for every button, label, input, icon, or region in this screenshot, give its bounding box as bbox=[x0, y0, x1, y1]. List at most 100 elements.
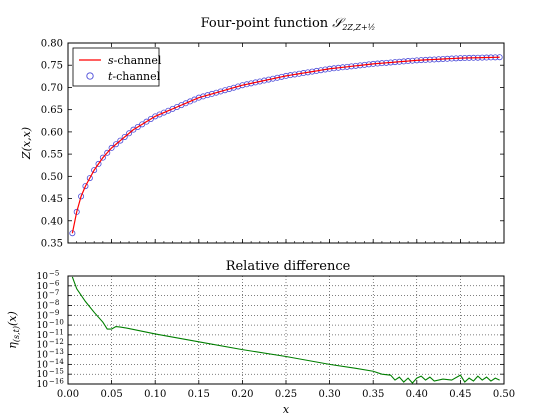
t-channel-marker bbox=[204, 92, 211, 99]
bottom-x-tick-label: 0.30 bbox=[318, 389, 340, 400]
t-channel-marker bbox=[99, 154, 106, 161]
bottom-x-tick-label: 0.05 bbox=[100, 389, 122, 400]
t-channel-marker bbox=[82, 183, 89, 190]
bottom-y-tick-label: 10 bbox=[37, 301, 49, 311]
bottom-chart-title: Relative difference bbox=[226, 259, 351, 274]
t-channel-marker bbox=[121, 133, 128, 140]
bottom-y-tick-label: 10 bbox=[37, 282, 49, 292]
bottom-y-tick-exponent: −7 bbox=[49, 289, 59, 297]
bottom-x-tick-label: 0.25 bbox=[275, 389, 297, 400]
bottom-y-tick-label: 10 bbox=[37, 311, 49, 321]
t-channel-marker bbox=[213, 89, 220, 96]
top-y-axis-label: Z(x,x) bbox=[20, 127, 33, 160]
t-channel-marker bbox=[95, 160, 102, 167]
s-channel-series bbox=[71, 56, 500, 234]
t-channel-marker bbox=[134, 124, 141, 131]
top-x-ticks bbox=[67, 43, 505, 243]
top-y-tick-label: 0.50 bbox=[41, 172, 63, 183]
legend-s-channel-label: s-channel bbox=[108, 54, 162, 67]
bottom-x-tick-label: 0.15 bbox=[188, 389, 210, 400]
bottom-y-tick-exponent: −11 bbox=[49, 328, 64, 336]
t-channel-marker bbox=[139, 121, 146, 128]
t-channel-marker bbox=[130, 126, 137, 133]
bottom-y-tick-exponent: −6 bbox=[49, 279, 60, 287]
bottom-y-tick-exponent: −14 bbox=[49, 358, 64, 366]
t-channel-marker bbox=[108, 144, 115, 151]
legend: s-channel t-channel bbox=[72, 47, 162, 87]
t-channel-marker bbox=[143, 118, 150, 125]
legend-t-channel-rest: -channel bbox=[112, 70, 160, 83]
bottom-y-label-sub: (s,t) bbox=[12, 326, 21, 342]
bottom-x-tick-label: 0.10 bbox=[144, 389, 166, 400]
t-channel-marker bbox=[126, 130, 133, 137]
t-channel-marker bbox=[104, 149, 111, 156]
t-channel-marker bbox=[235, 83, 242, 90]
t-channel-marker bbox=[86, 175, 93, 182]
bottom-x-tick-label: 0.00 bbox=[57, 389, 79, 400]
bottom-y-tick-exponent: −12 bbox=[49, 338, 64, 346]
top-y-tick-label: 0.70 bbox=[41, 83, 63, 94]
bottom-x-tick-label: 0.20 bbox=[231, 389, 253, 400]
bottom-grid bbox=[68, 276, 504, 384]
bottom-y-tick-label: 10 bbox=[37, 331, 49, 341]
t-channel-marker bbox=[217, 88, 224, 95]
bottom-x-tick-label: 0.45 bbox=[449, 389, 471, 400]
bottom-y-tick-label: 10 bbox=[37, 351, 49, 361]
top-chart-title: Four-point function 𝒮2Z,Z+½ bbox=[201, 16, 376, 32]
top-y-tick-label: 0.40 bbox=[41, 216, 63, 227]
bottom-plot-area: 0.00 0.05 0.10 0.15 0.20 0.25 0.30 0.35 0.40 0.45… bbox=[37, 270, 516, 401]
bottom-y-tick-label: 10 bbox=[37, 380, 49, 390]
relative-difference-series bbox=[71, 276, 500, 384]
bottom-x-axis-label: x bbox=[283, 403, 290, 416]
t-channel-marker bbox=[91, 167, 98, 174]
top-y-tick-label: 0.75 bbox=[41, 61, 63, 72]
t-channel-marker bbox=[78, 193, 85, 200]
top-y-ticks: 0.35 0.40 0.45 0.50 0.55 0.60 0.65 0.70 0.75 0.80 bbox=[41, 39, 504, 250]
bottom-y-tick-exponent: −13 bbox=[49, 348, 64, 356]
t-channel-marker bbox=[200, 93, 207, 100]
legend-box bbox=[72, 47, 160, 87]
t-channel-marker bbox=[147, 116, 154, 123]
bottom-x-tick-label: 0.40 bbox=[406, 389, 428, 400]
legend-s-channel-rest: -channel bbox=[114, 54, 162, 67]
title-subscript: 2Z,Z+½ bbox=[341, 23, 375, 32]
bottom-y-label-tail: (x) bbox=[6, 311, 19, 326]
t-channel-marker bbox=[221, 87, 228, 94]
t-channel-marker bbox=[112, 141, 119, 148]
t-channel-marker bbox=[230, 84, 237, 91]
bottom-x-tick-label: 0.35 bbox=[362, 389, 384, 400]
bottom-y-tick-label: 10 bbox=[37, 370, 49, 380]
t-channel-marker bbox=[208, 90, 215, 97]
t-channel-marker bbox=[195, 94, 202, 101]
top-y-tick-label: 0.60 bbox=[41, 127, 63, 138]
bottom-y-tick-exponent: −10 bbox=[49, 319, 64, 327]
top-y-tick-label: 0.55 bbox=[41, 150, 63, 161]
top-y-tick-label: 0.35 bbox=[41, 239, 63, 250]
legend-t-channel-label: t-channel bbox=[108, 70, 161, 83]
bottom-y-label-main: η bbox=[6, 342, 19, 349]
bottom-y-tick-exponent: −5 bbox=[49, 270, 59, 278]
bottom-y-tick-exponent: −9 bbox=[49, 309, 59, 317]
bottom-y-ticks: 10−510−610−710−810−910−1010−1110−1210−13… bbox=[37, 270, 504, 390]
bottom-x-ticks: 0.00 0.05 0.10 0.15 0.20 0.25 0.30 0.35 0.40 0.45… bbox=[57, 380, 515, 400]
bottom-y-tick-exponent: −8 bbox=[49, 299, 59, 307]
top-y-tick-label: 0.45 bbox=[41, 194, 63, 205]
legend-t-channel-italic: t bbox=[108, 70, 113, 83]
t-channel-marker bbox=[117, 137, 124, 144]
bottom-y-tick-label: 10 bbox=[37, 272, 49, 282]
bottom-y-tick-label: 10 bbox=[37, 321, 49, 331]
bottom-y-tick-label: 10 bbox=[37, 341, 49, 351]
bottom-y-tick-label: 10 bbox=[37, 292, 49, 302]
top-y-tick-label: 0.80 bbox=[41, 39, 63, 50]
top-y-tick-label: 0.65 bbox=[41, 105, 63, 116]
bottom-y-tick-exponent: −15 bbox=[49, 368, 64, 376]
bottom-y-tick-exponent: −16 bbox=[49, 378, 64, 386]
bottom-x-tick-label: 0.50 bbox=[493, 389, 515, 400]
bottom-y-axis-label: η(s,t)(x) bbox=[6, 311, 21, 349]
bottom-y-tick-label: 10 bbox=[37, 360, 49, 370]
t-channel-marker bbox=[226, 85, 233, 92]
legend-t-channel-swatch bbox=[86, 72, 94, 80]
title-main: Four-point function bbox=[201, 16, 333, 31]
legend-s-channel-italic: s bbox=[108, 54, 114, 67]
